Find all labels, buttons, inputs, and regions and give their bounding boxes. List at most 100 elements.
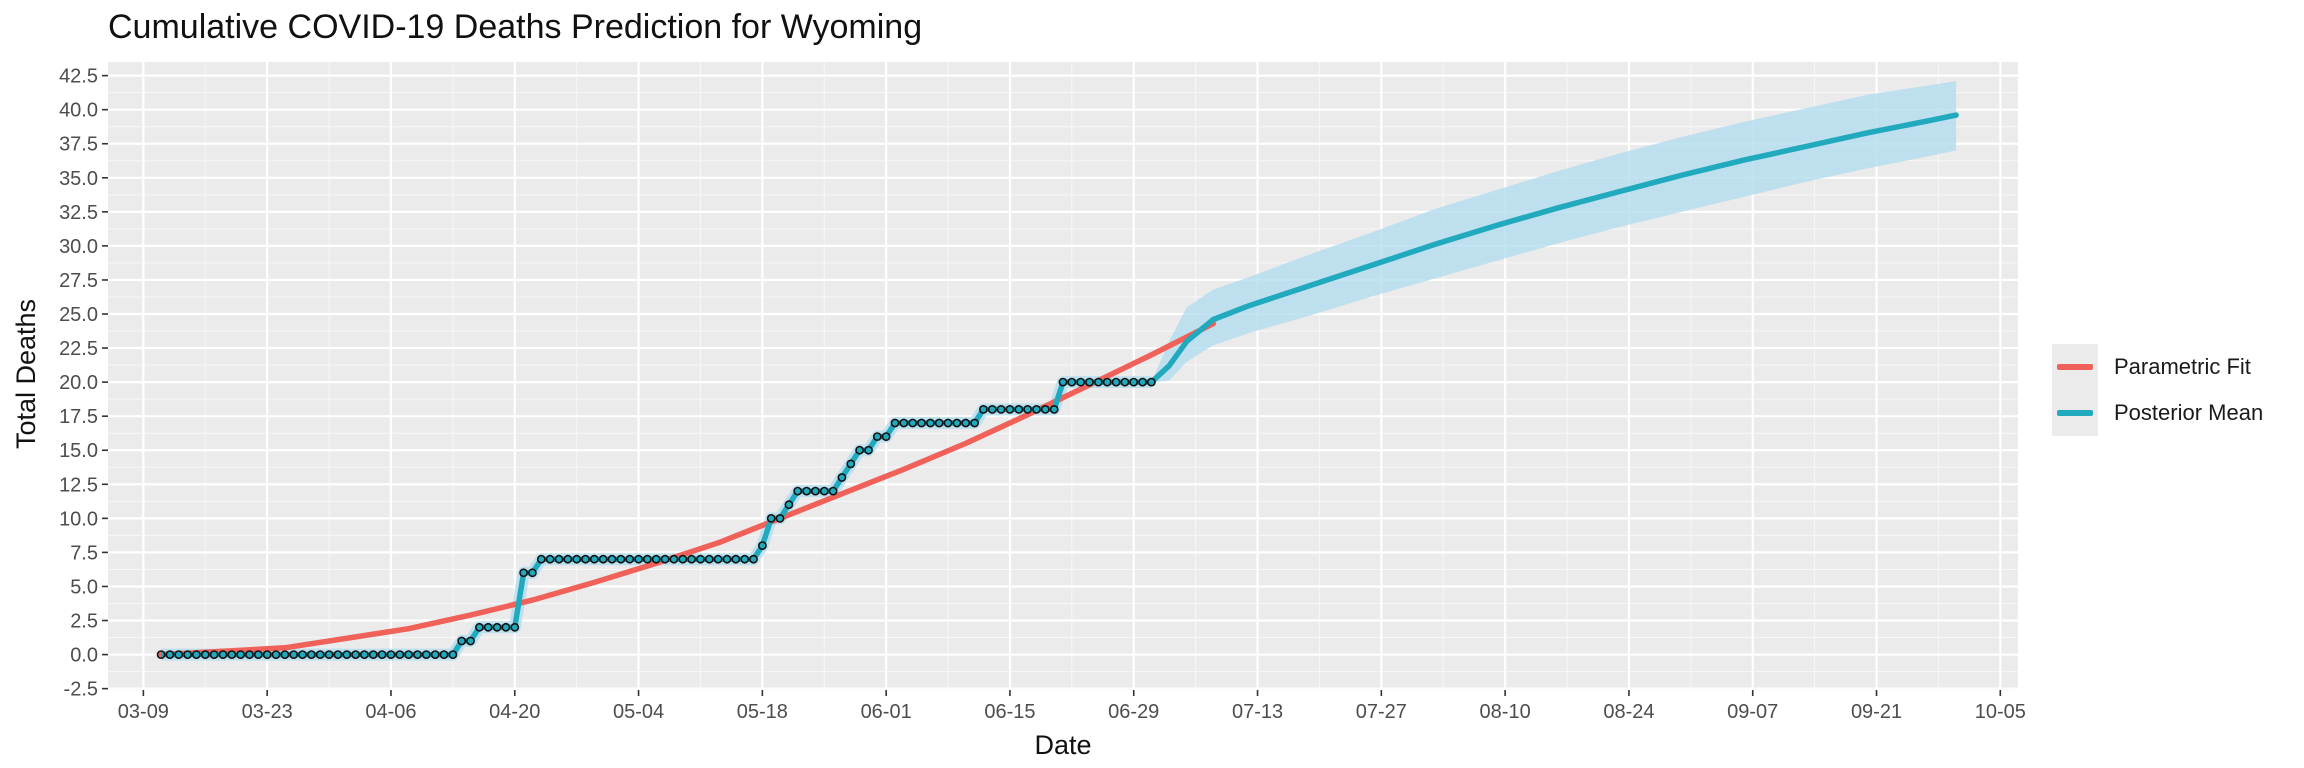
observed-point [899, 418, 909, 428]
legend-label-posterior-mean: Posterior Mean [2114, 400, 2264, 425]
observed-point [1129, 377, 1139, 387]
observed-point [855, 445, 864, 455]
x-tick-label: 09-21 [1851, 701, 1902, 723]
y-axis-label: Total Deaths [11, 299, 41, 449]
observed-point [1005, 404, 1015, 414]
observed-point [864, 445, 873, 455]
observed-point [1138, 377, 1147, 387]
x-tick-label: 10-05 [1975, 701, 2026, 723]
observed-point [395, 650, 405, 659]
y-tick-label: 17.5 [59, 406, 98, 428]
observed-point [563, 554, 573, 564]
observed-point [519, 568, 528, 578]
observed-point [1147, 377, 1156, 387]
observed-point [218, 650, 228, 659]
x-tick-label: 04-20 [489, 701, 540, 723]
x-tick-label: 03-09 [118, 701, 169, 723]
observed-point [634, 554, 643, 564]
legend-swatch-parametric-fit [2057, 364, 2093, 370]
observed-point [324, 650, 334, 659]
legend-key [2052, 344, 2098, 390]
y-tick-label: 27.5 [59, 270, 98, 292]
observed-point [342, 650, 352, 659]
observed-point [1111, 377, 1121, 387]
legend: Parametric Fit Posterior Mean [2052, 344, 2263, 436]
observed-point [421, 650, 431, 659]
y-tick-label: 25.0 [59, 304, 98, 326]
observed-point [474, 622, 484, 632]
observed-point [359, 650, 369, 659]
y-tick-label: 7.5 [70, 542, 98, 564]
observed-point [1023, 404, 1032, 414]
observed-point [793, 486, 803, 496]
observed-point [492, 622, 502, 632]
observed-point [837, 473, 847, 482]
observed-point [722, 554, 732, 564]
observed-point [439, 650, 449, 659]
observed-point [811, 486, 820, 496]
x-tick-label: 05-18 [737, 701, 788, 723]
observed-point [828, 486, 838, 496]
y-tick-label: 20.0 [59, 372, 98, 394]
observed-point [404, 650, 413, 659]
observed-point [333, 650, 343, 659]
observed-point [430, 650, 440, 659]
observed-point [1094, 377, 1103, 387]
observed-point [572, 554, 582, 564]
y-tick-label: 32.5 [59, 202, 98, 224]
observed-point [174, 650, 184, 659]
observed-point [625, 554, 635, 564]
y-tick-label: 15.0 [59, 440, 98, 462]
observed-point [510, 622, 520, 632]
x-tick-label: 06-01 [861, 701, 912, 723]
observed-point [466, 636, 475, 646]
observed-point [731, 554, 741, 564]
y-tick-label: -2.5 [64, 679, 98, 701]
legend-label-parametric-fit: Parametric Fit [2114, 354, 2251, 379]
observed-point [943, 418, 953, 428]
observed-point [846, 459, 856, 469]
x-axis-label: Date [1034, 730, 1091, 760]
x-tick-label: 04-06 [365, 701, 416, 723]
observed-point [1014, 404, 1024, 414]
observed-point [536, 554, 546, 564]
observed-point [890, 418, 900, 428]
y-tick-label: 22.5 [59, 338, 98, 360]
observed-point [872, 432, 882, 441]
observed-point [589, 554, 599, 564]
legend-item-posterior-mean: Posterior Mean [2052, 390, 2263, 436]
observed-point [209, 650, 219, 659]
y-axis: -2.5 0.0 2.5 5.0 7.5 10.0 12.5 15.0 17.5 20.0 22.5… [59, 66, 108, 701]
observed-point [1120, 377, 1130, 387]
chart-title: Cumulative COVID-19 Deaths Prediction fo… [108, 8, 923, 46]
y-tick-label: 0.0 [70, 645, 98, 667]
observed-point [289, 650, 299, 659]
observed-point [713, 554, 723, 564]
observed-point [740, 554, 750, 564]
observed-point [952, 418, 962, 428]
observed-point [227, 650, 237, 659]
observed-point [298, 650, 307, 659]
observed-point [165, 650, 175, 659]
legend-key [2052, 390, 2098, 436]
legend-item-parametric-fit: Parametric Fit [2052, 344, 2263, 390]
observed-point [200, 650, 210, 659]
observed-point [156, 650, 166, 659]
x-tick-label: 09-07 [1727, 701, 1778, 723]
observed-point [704, 554, 714, 564]
observed-point [377, 650, 387, 659]
observed-point [1058, 377, 1068, 387]
observed-point [183, 650, 192, 659]
observed-point [643, 554, 652, 564]
x-tick-label: 08-10 [1480, 701, 1531, 723]
observed-point [961, 418, 971, 428]
observed-point [696, 554, 705, 564]
y-tick-label: 35.0 [59, 168, 98, 190]
y-tick-label: 2.5 [70, 611, 98, 633]
observed-point [784, 500, 794, 510]
observed-point [262, 650, 272, 659]
observed-point [448, 650, 458, 659]
observed-point [660, 554, 670, 564]
observed-point [758, 541, 767, 550]
x-tick-label: 07-27 [1356, 701, 1407, 723]
